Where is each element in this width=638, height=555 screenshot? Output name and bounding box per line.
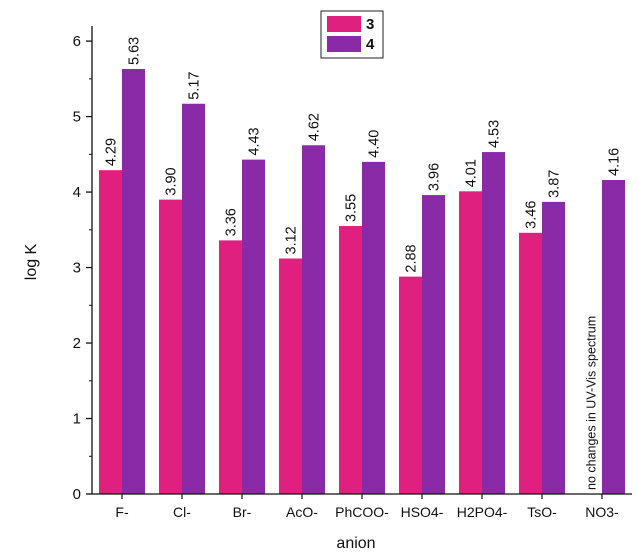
bar-value-label: 3.90 [164, 167, 180, 195]
y-tick-label: 0 [73, 486, 81, 503]
no-change-annotation: no changes in UV-Vis spectrum [585, 316, 599, 490]
x-tick-label: H2PO4- [457, 504, 508, 520]
bar-value-label: 5.63 [126, 37, 142, 65]
x-tick-label: NO3- [585, 504, 619, 520]
bar-value-label: 3.46 [524, 201, 540, 229]
x-tick-label: Cl- [173, 504, 191, 520]
bar-series-3 [99, 170, 122, 494]
y-tick-label: 4 [73, 184, 81, 201]
bar-value-label: 3.36 [224, 208, 240, 236]
annotation-group: no changes in UV-Vis spectrum [585, 316, 599, 490]
bar-series-3 [279, 258, 302, 494]
bar-series-4 [302, 145, 325, 494]
bar-value-label: 4.62 [307, 113, 323, 141]
x-tick-label: TsO- [527, 504, 557, 520]
x-axis-title: anion [336, 535, 375, 552]
bars-group [99, 69, 625, 495]
axes-group: 0 1 2 3 4 5 6 F- Cl- Br- AcO- PhCOO- HSO4- H2PO4- TsO… [73, 26, 632, 520]
bar-series-3 [219, 240, 242, 494]
bar-value-label: 5.17 [187, 72, 203, 100]
x-tick-label: F- [115, 504, 129, 520]
y-tick-label: 5 [73, 109, 81, 126]
legend-swatch-4 [327, 36, 361, 52]
bar-series-4 [482, 152, 505, 495]
legend-items-group: 34 [327, 16, 375, 53]
bar-series-3 [459, 191, 482, 494]
bar-series-4 [602, 179, 625, 494]
bar-series-3 [159, 199, 182, 494]
bar-series-4 [542, 201, 565, 494]
bar-value-label: 4.43 [247, 127, 263, 155]
bar-series-3 [399, 276, 422, 494]
bar-series-4 [422, 195, 445, 495]
value-labels-group: 4.29 3.90 3.36 3.12 3.55 2.88 4.01 3.46 5.63 5.17… [104, 37, 623, 273]
x-tick-label: AcO- [286, 504, 318, 520]
bar-value-label: 4.16 [607, 148, 623, 176]
bar-series-4 [242, 159, 265, 494]
legend-swatch-3 [327, 16, 361, 32]
bar-value-label: 4.29 [104, 138, 120, 166]
bar-value-label: 4.01 [464, 159, 480, 187]
y-tick-label: 2 [73, 335, 81, 352]
x-tick-label: Br- [233, 504, 252, 520]
legend: 34 [320, 10, 384, 59]
y-axis-title: log K [23, 243, 40, 280]
x-ticks-group: F- Cl- Br- AcO- PhCOO- HSO4- H2PO4- TsO- NO3- [115, 494, 619, 520]
bar-value-label: 4.53 [487, 120, 503, 148]
bar-value-label: 3.96 [427, 163, 443, 191]
x-tick-label: HSO4- [401, 504, 444, 520]
bar-value-label: 3.87 [547, 170, 563, 198]
bar-value-label: 4.40 [367, 130, 383, 158]
bar-series-3 [339, 226, 362, 494]
x-tick-label: PhCOO- [335, 504, 389, 520]
bar-series-4 [362, 161, 385, 494]
y-ticks-group: 0 1 2 3 4 5 6 [73, 33, 92, 503]
bar-series-4 [122, 69, 145, 494]
y-tick-label: 3 [73, 260, 81, 277]
y-tick-label: 6 [73, 33, 81, 50]
legend-label-3: 3 [366, 16, 374, 33]
y-tick-label: 1 [73, 411, 81, 428]
bar-series-3 [519, 232, 542, 494]
legend-label-4: 4 [366, 36, 375, 53]
bar-value-label: 3.55 [344, 194, 360, 222]
bar-value-label: 2.88 [404, 244, 420, 272]
bar-value-label: 3.12 [284, 226, 300, 254]
bar-series-4 [182, 103, 205, 495]
